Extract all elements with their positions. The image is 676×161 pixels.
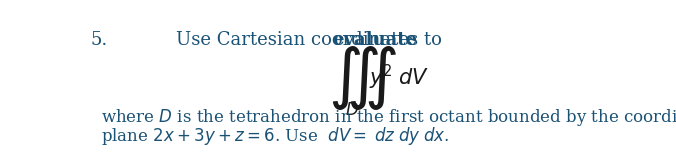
Text: 5.: 5. [91,31,108,49]
Text: Use Cartesian coordinates to: Use Cartesian coordinates to [176,31,448,49]
Text: plane $2x + 3y + z = 6$. Use  $dV = \; dz \; dy \; dx$.: plane $2x + 3y + z = 6$. Use $dV = \; dz… [101,125,450,147]
Text: $y^2 \; dV$: $y^2 \; dV$ [369,62,429,92]
Text: $D$: $D$ [345,101,360,119]
Text: evaluate: evaluate [333,31,417,49]
Text: $\iiint$: $\iiint$ [328,44,397,112]
Text: where $D$ is the tetrahedron in the first octant bounded by the coordinate plane: where $D$ is the tetrahedron in the firs… [101,107,676,128]
